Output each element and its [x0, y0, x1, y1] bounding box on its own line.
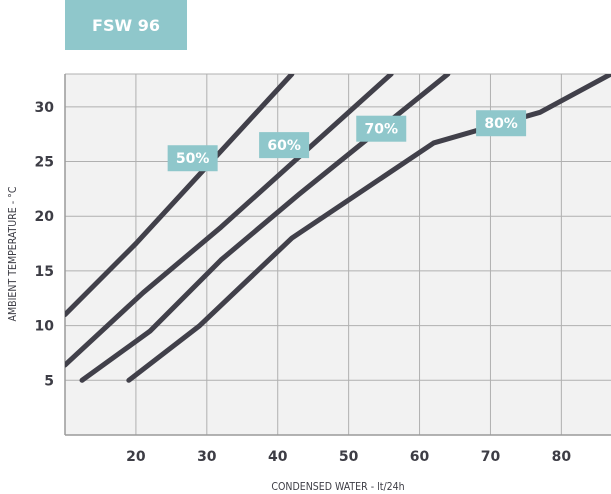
y-axis-title: AMBIENT TEMPERATURE - °C — [7, 186, 19, 321]
series-line-70pct — [79, 74, 451, 383]
series-line-50pct — [65, 74, 295, 318]
series-badge-70pct — [356, 115, 407, 142]
series-line-80pct — [126, 74, 611, 383]
y-tick-label-30: 30 — [35, 100, 55, 116]
x-tick-label-80: 80 — [552, 449, 572, 465]
y-tick-label-25: 25 — [35, 155, 54, 171]
chart-title: FSW 96 — [92, 15, 160, 35]
chart-title-badge: FSW 96 — [65, 0, 187, 50]
y-tick-label-5: 5 — [44, 373, 54, 389]
y-tick-label-15: 15 — [35, 264, 54, 280]
y-tick-label-10: 10 — [35, 319, 55, 335]
x-tick-label-20: 20 — [126, 449, 146, 465]
series-badge-label-70pct: 70% — [364, 122, 398, 138]
series-badge-50pct — [167, 145, 218, 172]
plot-area — [65, 74, 611, 435]
x-axis-title: CONDENSED WATER - lt/24h — [271, 481, 404, 493]
series-badge-label-50pct: 50% — [176, 151, 210, 167]
x-tick-label-40: 40 — [268, 449, 288, 465]
x-tick-label-70: 70 — [481, 449, 501, 465]
x-tick-label-30: 30 — [197, 449, 217, 465]
series-badge-label-80pct: 80% — [484, 116, 518, 132]
x-tick-label-50: 50 — [339, 449, 359, 465]
x-tick-label-60: 60 — [410, 449, 430, 465]
series-badge-label-60pct: 60% — [267, 138, 301, 154]
series-badge-60pct — [259, 132, 310, 159]
y-tick-label-20: 20 — [35, 209, 55, 225]
series-group — [65, 74, 611, 383]
series-badge-80pct — [476, 110, 527, 137]
